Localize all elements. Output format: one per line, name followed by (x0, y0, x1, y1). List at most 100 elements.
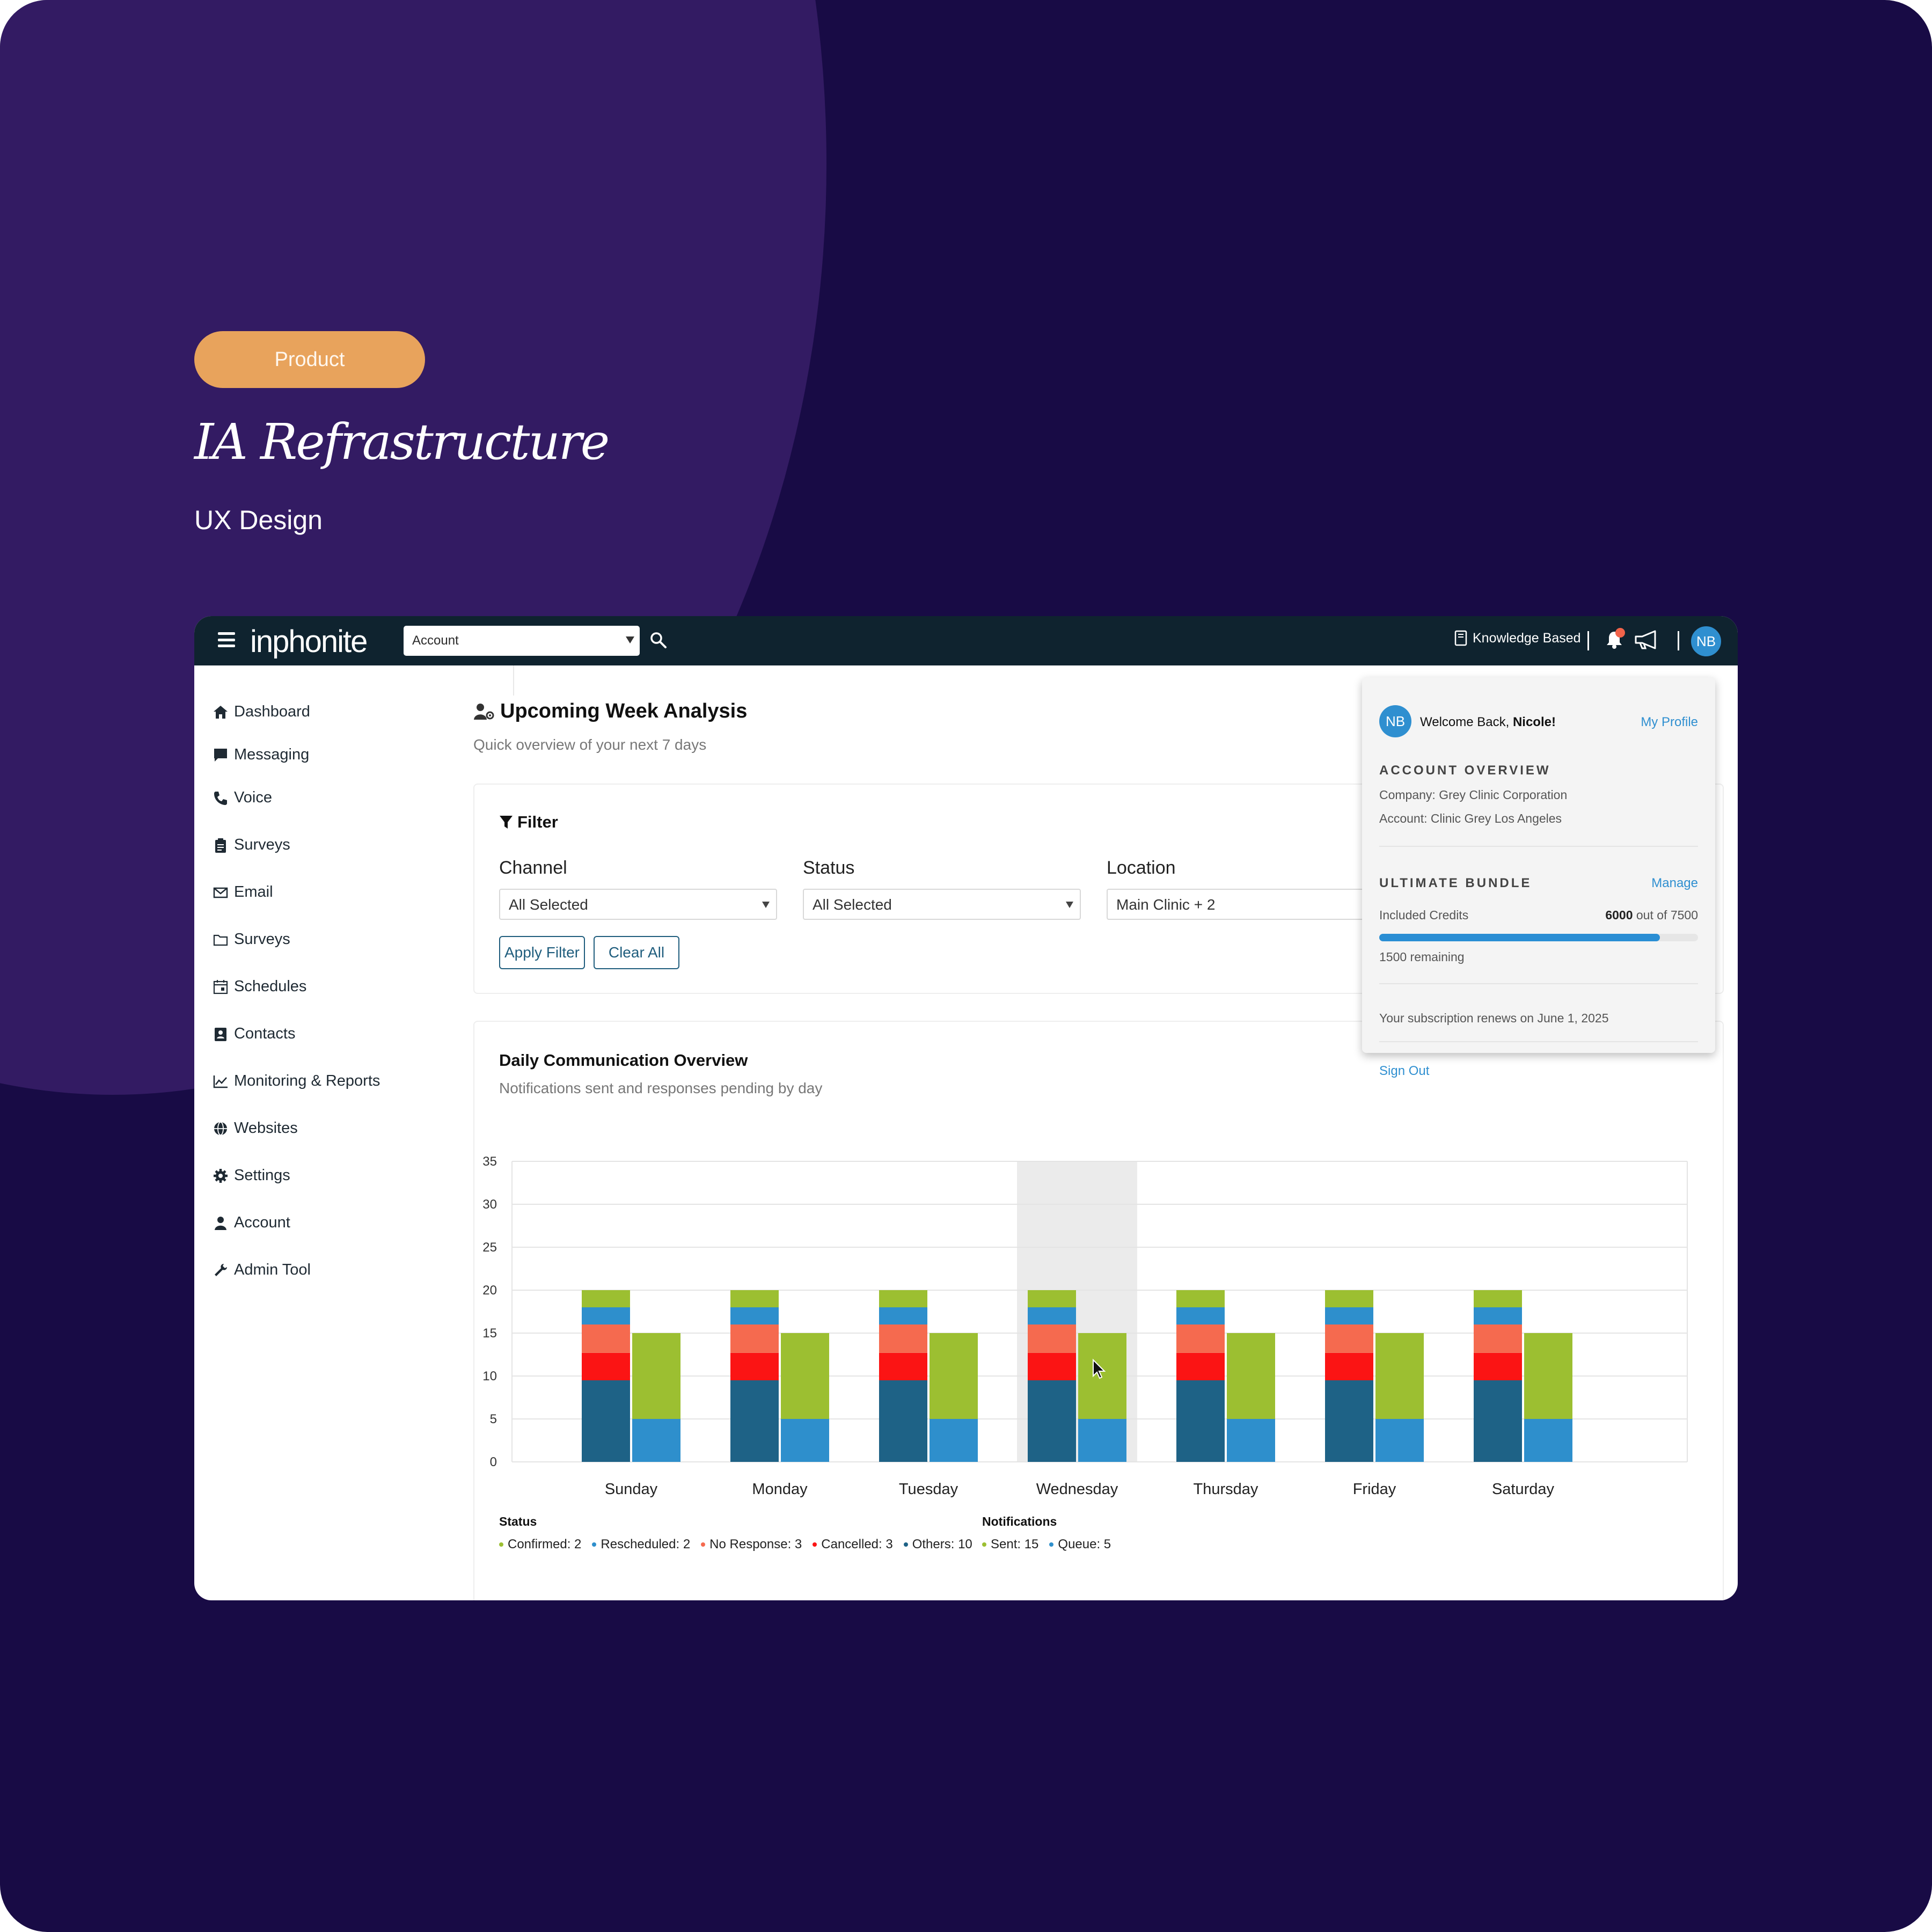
megaphone-icon[interactable] (1634, 629, 1660, 650)
sidebar: Dashboard Messaging Voice Surveys Email … (194, 665, 484, 1600)
bar-status-confirmed (582, 1290, 630, 1307)
x-tick-label: Thursday (1194, 1481, 1258, 1498)
sidebar-item-admin-tool[interactable]: Admin Tool (213, 1261, 311, 1279)
sidebar-item-surveys-folder[interactable]: Surveys (213, 931, 290, 948)
status-legend-item: Rescheduled: 2 (601, 1537, 691, 1552)
location-select[interactable]: Main Clinic + 2 (1107, 889, 1385, 920)
divider (513, 665, 514, 696)
bar-status-cancelled (730, 1352, 779, 1380)
bar-notifications-sent (1078, 1333, 1126, 1419)
x-tick-label: Sunday (605, 1481, 658, 1498)
sidebar-item-label: Websites (234, 1119, 298, 1137)
knowledge-base-link[interactable]: Knowledge Based (1454, 630, 1581, 646)
bar-status-rescheduled (1325, 1307, 1373, 1324)
bar-status-rescheduled (1028, 1307, 1076, 1324)
divider (1587, 631, 1589, 650)
x-tick-label: Saturday (1492, 1481, 1555, 1498)
apply-filter-button[interactable]: Apply Filter (499, 936, 585, 969)
sidebar-item-label: Settings (234, 1167, 290, 1184)
sidebar-item-dashboard[interactable]: Dashboard (213, 703, 310, 721)
bar-notifications-sent (1227, 1333, 1275, 1419)
user-gear-icon (474, 703, 494, 720)
user-name: Nicole! (1512, 715, 1556, 729)
notifications-legend-item: Queue: 5 (1058, 1537, 1111, 1552)
y-tick-label: 0 (490, 1455, 497, 1469)
bar-notifications-queue (1227, 1419, 1275, 1462)
sidebar-item-label: Admin Tool (234, 1261, 311, 1278)
chat-icon (214, 748, 227, 762)
filter-heading: Filter (499, 813, 558, 832)
chart-title: Daily Communication Overview (499, 1051, 748, 1070)
credits-progress-fill (1379, 934, 1660, 941)
credits-label: Included Credits (1379, 908, 1469, 922)
sidebar-item-account[interactable]: Account (213, 1214, 290, 1232)
sidebar-item-label: Surveys (234, 931, 290, 948)
sign-out-link[interactable]: Sign Out (1379, 1064, 1430, 1078)
credits-total: out of 7500 (1636, 908, 1698, 922)
folder-icon (213, 934, 228, 946)
sidebar-item-settings[interactable]: Settings (213, 1167, 290, 1184)
chart-card: Daily Communication Overview Notificatio… (473, 1021, 1724, 1600)
channel-select[interactable]: All Selected (499, 889, 777, 920)
sidebar-item-label: Dashboard (234, 703, 310, 720)
menu-icon[interactable] (218, 632, 235, 647)
x-tick-label: Wednesday (1036, 1481, 1118, 1498)
bundle-heading: ULTIMATE BUNDLE (1379, 876, 1532, 890)
sidebar-item-websites[interactable]: Websites (213, 1119, 298, 1137)
bar-notifications-queue (1375, 1419, 1424, 1462)
bar-notifications-sent (781, 1333, 829, 1419)
sidebar-item-label: Messaging (234, 746, 310, 763)
profile-dropdown: NB Welcome Back, Nicole! My Profile ACCO… (1362, 677, 1715, 1078)
avatar: NB (1379, 705, 1411, 737)
notifications-legend-item: Sent: 15 (991, 1537, 1039, 1552)
phone-icon (214, 791, 227, 805)
chart-subtitle: Notifications sent and responses pending… (499, 1080, 823, 1096)
account-select[interactable]: Account (404, 626, 640, 656)
legend-status-heading: Status (499, 1514, 537, 1528)
notification-badge (1615, 628, 1625, 638)
x-tick-label: Monday (752, 1481, 808, 1498)
sidebar-item-monitoring-reports[interactable]: Monitoring & Reports (213, 1072, 380, 1090)
globe-icon (214, 1121, 227, 1136)
y-tick-label: 5 (490, 1412, 497, 1426)
sidebar-item-voice[interactable]: Voice (213, 789, 272, 807)
credits-count: 6000 out of 7500 (1605, 908, 1698, 923)
legend-notifications-heading: Notifications (982, 1514, 1057, 1528)
bar-status-cancelled (582, 1352, 630, 1380)
location-select-value: Main Clinic + 2 (1116, 896, 1216, 913)
sidebar-item-messaging[interactable]: Messaging (213, 746, 309, 764)
welcome-label: Welcome Back, (1420, 715, 1510, 729)
knowledge-base-label: Knowledge Based (1473, 630, 1581, 646)
logo[interactable]: inphonite (250, 624, 368, 659)
bar-notifications-sent (930, 1333, 978, 1419)
contact-card-icon (215, 1027, 226, 1041)
bar-status-cancelled (879, 1352, 927, 1380)
avatar[interactable]: NB (1689, 625, 1723, 658)
legend-dot (701, 1542, 706, 1547)
bar-status-no-response (1028, 1324, 1076, 1353)
sidebar-item-label: Email (234, 883, 273, 901)
search-icon[interactable] (649, 631, 668, 649)
clear-all-button[interactable]: Clear All (594, 936, 679, 969)
status-legend-item: Others: 10 (912, 1537, 972, 1552)
bar-status-others (1028, 1380, 1076, 1462)
account-text: Account: Clinic Grey Los Angeles (1379, 811, 1562, 825)
sidebar-item-email[interactable]: Email (213, 883, 273, 901)
status-select[interactable]: All Selected (803, 889, 1081, 920)
sidebar-item-label: Account (234, 1214, 290, 1231)
sidebar-item-surveys[interactable]: Surveys (213, 836, 290, 854)
my-profile-link[interactable]: My Profile (1641, 715, 1698, 729)
sidebar-item-contacts[interactable]: Contacts (213, 1025, 295, 1043)
page-header: Upcoming Week Analysis (473, 700, 747, 723)
calendar-icon (213, 979, 228, 994)
divider (1379, 1041, 1698, 1042)
chevron-down-icon (1066, 902, 1073, 908)
top-bar: inphonite Account Knowledge Based (194, 616, 1738, 665)
bar-status-rescheduled (1474, 1307, 1522, 1324)
sidebar-item-schedules[interactable]: Schedules (213, 978, 306, 996)
legend-dot (592, 1542, 597, 1547)
y-tick-label: 10 (482, 1369, 497, 1384)
y-tick-label: 25 (482, 1240, 497, 1255)
manage-link[interactable]: Manage (1651, 876, 1698, 890)
